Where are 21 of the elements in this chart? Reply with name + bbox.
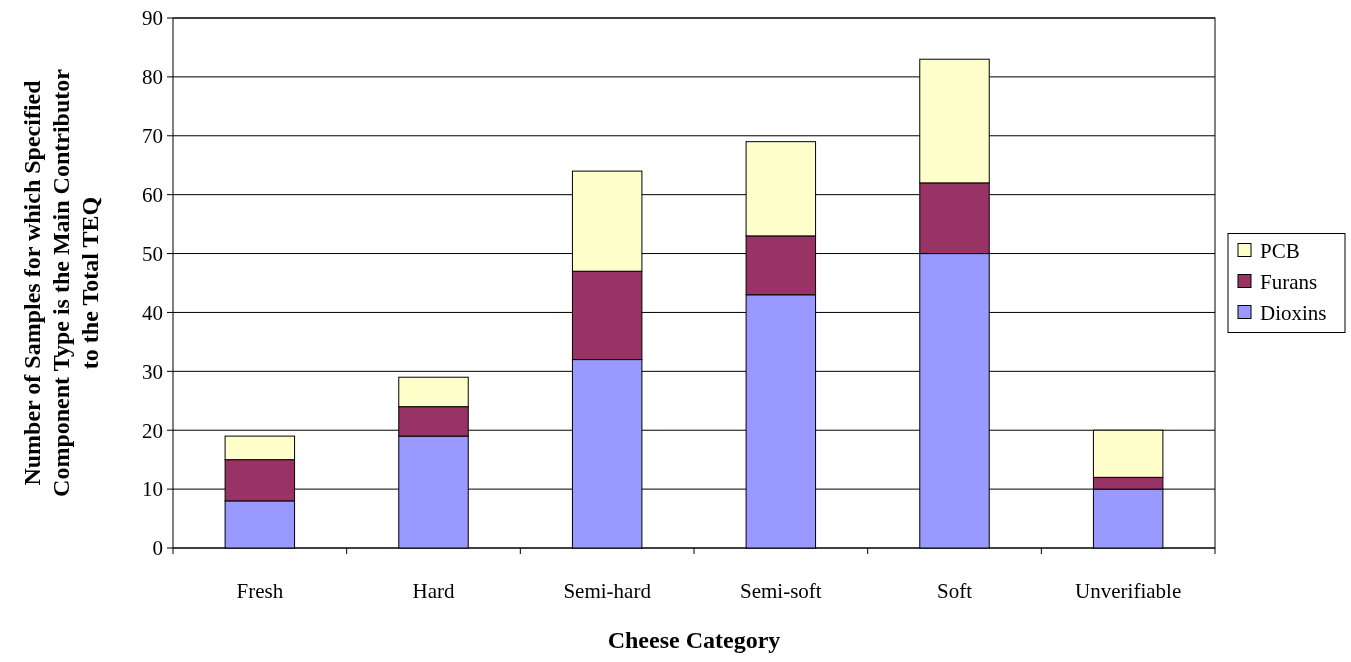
y-tick-label: 90 <box>142 6 163 31</box>
y-tick-label: 50 <box>142 241 163 266</box>
y-tick-label: 40 <box>142 300 163 325</box>
x-tick-label: Soft <box>936 579 973 603</box>
x-tick-label: Unverifiable <box>1075 579 1182 603</box>
legend-label: Dioxins <box>1260 300 1327 325</box>
x-tick-label: Semi-hard <box>563 579 652 603</box>
x-tick-label: Hard <box>412 579 455 603</box>
y-tick-label: 20 <box>142 418 163 443</box>
y-tick-label: 80 <box>142 65 163 90</box>
legend-label: PCB <box>1260 238 1300 263</box>
legend-label: Furans <box>1260 269 1318 294</box>
y-tick-label: 70 <box>142 124 163 149</box>
x-tick-label: Semi-soft <box>740 579 822 603</box>
y-tick-label: 0 <box>152 536 163 561</box>
y-tick-label: 30 <box>142 359 163 384</box>
y-axis-title: Number of Samples for which Specified Component Type is the Main Contributor to the Total TEQ <box>19 68 103 497</box>
x-axis-title: Cheese Category <box>607 627 781 653</box>
y-tick-label: 60 <box>142 183 163 208</box>
y-tick-label: 10 <box>142 477 163 502</box>
x-tick-label: Fresh <box>236 579 284 603</box>
